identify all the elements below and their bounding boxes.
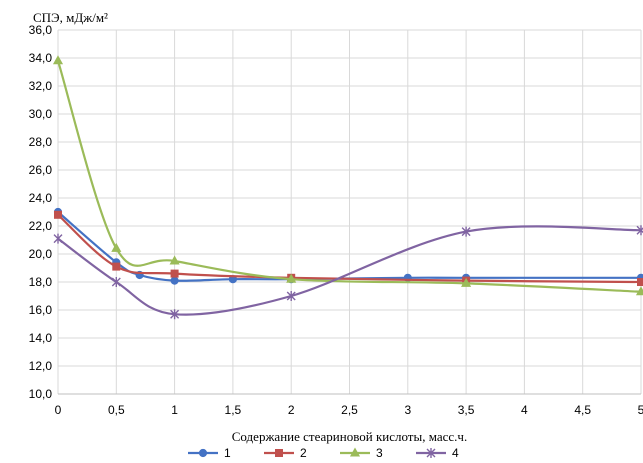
legend-marker [426,448,436,458]
x-tick-label: 2 [288,403,295,417]
legend-item-1: 1 [188,446,231,460]
data-point-series-3 [461,277,472,287]
data-point-series-4 [461,226,471,237]
y-tick-label: 26,0 [29,163,53,177]
y-tick-label: 22,0 [29,219,53,233]
y-tick-label: 34,0 [29,51,53,65]
data-point-series-3 [286,273,297,283]
legend-marker [198,448,208,458]
series-line-3 [56,60,642,293]
y-tick-label: 30,0 [29,107,53,121]
x-tick-label: 0 [55,403,62,417]
x-tick-label: 4 [521,403,528,417]
legend-item-2: 2 [264,446,307,460]
x-tick-label: 4,5 [574,403,591,417]
legend-item-4: 4 [416,446,459,460]
legend-label: 2 [300,446,307,460]
data-point-series-3 [169,255,180,265]
legend-marker [349,447,361,457]
x-tick-label: 0,5 [108,403,125,417]
y-tick-label: 14,0 [29,331,53,345]
data-point-series-1 [170,276,179,285]
y-tick-label: 36,0 [29,23,53,37]
y-tick-label: 18,0 [29,275,53,289]
series-4 [53,225,643,320]
legend-label: 4 [452,446,459,460]
x-tick-label: 1 [171,403,178,417]
data-point-series-4 [286,291,296,301]
y-axis-label: СПЭ, мДж/м² [33,10,108,25]
data-point-series-2 [54,210,62,219]
series-layer [52,55,643,320]
legend-label: 1 [224,446,231,460]
data-point-series-4 [53,233,63,244]
axes: 10,0 12,0 14,0 16,0 18,0 20,0 22,0 24,0 26,0 28,0… [29,23,643,417]
x-tick-label: 3,5 [458,403,475,417]
y-tick-label: 24,0 [29,191,53,205]
grid [57,29,642,395]
x-tick-label: 2,5 [341,403,358,417]
data-point-series-3 [635,286,643,296]
data-point-series-4 [170,309,180,320]
y-tick-label: 28,0 [29,135,53,149]
legend-item-3: 3 [340,446,383,460]
x-axis-label: Содержание стеариновой кислоты, масс.ч. [232,429,467,444]
legend-marker [275,449,283,457]
data-point-series-2 [112,262,121,271]
data-point-series-3 [111,242,122,252]
data-point-series-2 [637,278,643,286]
data-point-series-3 [52,55,64,65]
x-tick-label: 3 [404,403,411,417]
y-tick-label: 10,0 [29,387,53,401]
legend: 1 2 3 4 [188,446,459,460]
y-tick-label: 32,0 [29,79,53,93]
series-3 [52,55,643,296]
y-tick-label: 12,0 [29,359,53,373]
y-tick-label: 20,0 [29,247,53,261]
y-tick-label: 16,0 [29,303,53,317]
x-tick-label: 1,5 [225,403,242,417]
legend-label: 3 [376,446,383,460]
data-point-series-4 [636,225,643,236]
data-point-series-2 [170,269,179,278]
x-tick-label: 5 [638,403,643,417]
data-point-series-4 [111,277,121,287]
